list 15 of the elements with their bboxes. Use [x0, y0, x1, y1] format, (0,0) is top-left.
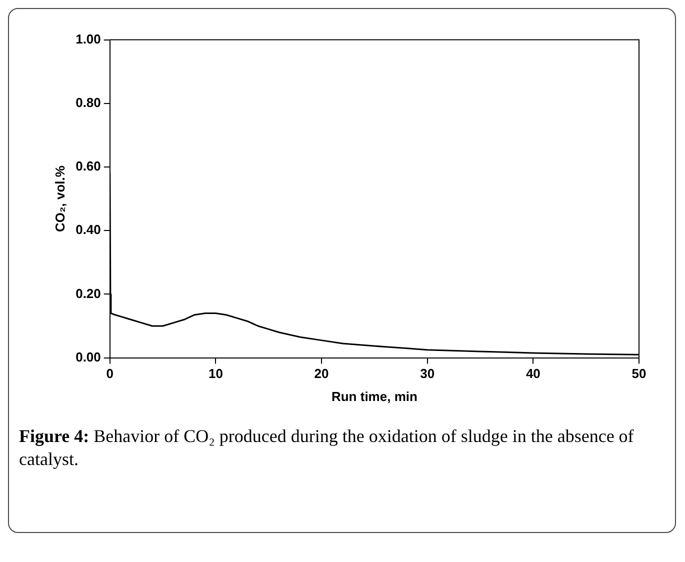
x-tick-label: 40: [526, 366, 540, 382]
x-axis-title: Run time, min: [331, 388, 418, 404]
y-axis-title: CO₂, vol.%: [52, 165, 68, 232]
y-tick-label: 0.60: [76, 158, 101, 174]
x-tick-label: 30: [420, 366, 435, 382]
x-tick-label: 50: [632, 366, 646, 382]
y-tick-label: 0.80: [76, 94, 101, 110]
y-tick-label: 0.40: [76, 222, 101, 238]
y-tick-label: 0.00: [76, 349, 101, 364]
x-tick-label: 20: [314, 366, 329, 382]
caption: Figure 4: Behavior of CO₂ produced during the oxidation of sludge in the absence of catalyst.: [19, 425, 635, 472]
x-tick-label: 0: [106, 366, 114, 382]
y-tick-label: 1.00: [76, 31, 101, 46]
y-tick-label: 0.20: [76, 286, 101, 301]
x-tick-label: 10: [208, 366, 223, 382]
